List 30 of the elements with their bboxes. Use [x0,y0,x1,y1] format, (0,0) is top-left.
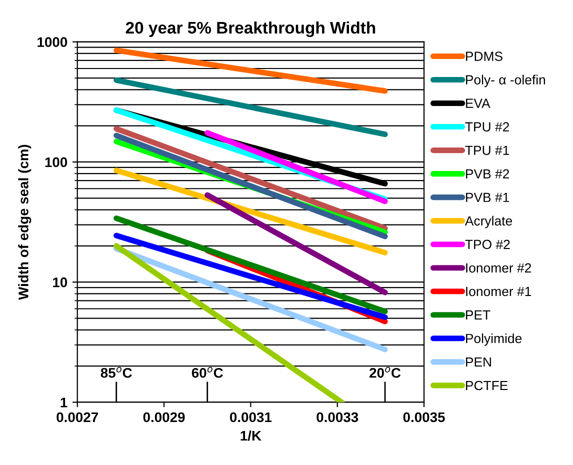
legend-label: Polyimide [466,333,522,346]
chart-title: 20 year 5% Breakthrough Width [126,21,376,38]
legend-label: Ionomer #1 [466,286,532,296]
legend-label: TPO #2 [465,240,510,250]
legend-label: Acrylate [464,216,512,228]
legend-label: TPU #1 [465,146,510,156]
legend-label: PDMS [466,52,502,61]
ref-line-label: 85$^{o}$C [100,366,132,378]
x-tick-label: 0.0033 [316,412,358,422]
legend-label: TPU #2 [465,122,509,132]
x-tick-label: 0.0035 [403,412,445,422]
legend-label: EVA [466,98,490,108]
x-axis-title: 1/K [240,430,262,441]
ref-line-label: 60$^{o}$C [192,366,223,378]
legend-label: PCTFE [466,380,508,390]
legend-label: PVB #1 [466,192,510,202]
y-axis-title: Width of edge seal (cm) [18,144,32,300]
x-tick-label: 0.0031 [230,412,272,422]
legend-label: Poly- α -olefin [466,74,546,88]
legend-label: PEN [466,357,491,367]
y-tick-label: 1 [60,398,68,408]
x-tick-label: 0.0027 [56,412,98,422]
legend-label: Ionomer #2 [466,263,532,273]
y-tick-label: 10 [53,277,68,288]
x-tick-label: 0.0029 [143,412,185,422]
y-tick-label: 1000 [38,37,68,48]
ref-line-label: 20$^{o}$C [370,366,401,378]
y-tick-label: 100 [45,157,68,168]
legend-label: PET [466,310,490,320]
legend-label: PVB #2 [466,169,510,178]
